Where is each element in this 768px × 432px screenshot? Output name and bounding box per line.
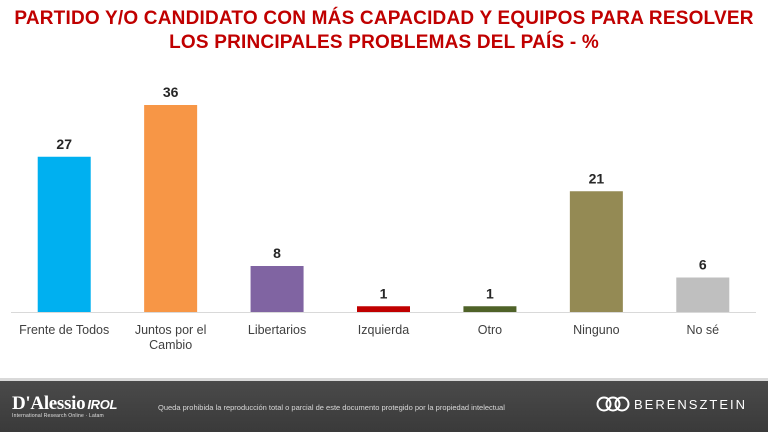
dalessio-logo-tagline: International Research Online · Latam <box>12 413 104 419</box>
berensztein-logo: BERENSZTEIN <box>596 396 747 412</box>
footer-bar: D'Alessio IROL International Research Onl… <box>0 378 768 432</box>
category-tick-label: Otro <box>478 323 502 337</box>
bar <box>676 277 730 312</box>
chart-title-line-2: LOS PRINCIPALES PROBLEMAS DEL PAÍS - % <box>169 32 599 53</box>
category-tick-label: Ninguno <box>573 323 620 337</box>
category-tick-label: Cambio <box>149 338 192 352</box>
bar <box>37 156 91 312</box>
berensztein-wordmark: BERENSZTEIN <box>634 396 748 412</box>
category-tick-label: Izquierda <box>358 323 409 337</box>
bar <box>250 266 304 312</box>
dalessio-logo-name: D'Alessio <box>12 393 86 414</box>
category-tick-label: Libertarios <box>248 323 306 337</box>
category-tick-label: Frente de Todos <box>19 323 109 337</box>
copyright-disclaimer: Queda prohibida la reproducción total o … <box>158 403 505 412</box>
chart-title-line-1: PARTIDO Y/O CANDIDATO CON MÁS CAPACIDAD … <box>14 8 754 29</box>
dalessio-logo: D'Alessio IROL International Research Onl… <box>12 393 117 419</box>
data-label: 8 <box>273 245 281 261</box>
dalessio-logo-suffix: IROL <box>87 397 118 412</box>
bar <box>463 306 517 312</box>
category-tick-label: No sé <box>686 323 719 337</box>
bar <box>357 306 410 312</box>
bar <box>569 191 623 312</box>
data-label: 21 <box>589 170 605 186</box>
berensztein-logo-icon <box>596 396 630 412</box>
data-label: 6 <box>699 257 707 273</box>
bar <box>144 105 198 312</box>
data-label: 1 <box>380 285 388 301</box>
data-label: 36 <box>163 84 179 100</box>
chart-title: PARTIDO Y/O CANDIDATO CON MÁS CAPACIDAD … <box>0 7 768 55</box>
data-label: 1 <box>486 285 494 301</box>
category-tick-label: Juntos por el <box>135 323 207 337</box>
data-label: 27 <box>56 136 72 152</box>
